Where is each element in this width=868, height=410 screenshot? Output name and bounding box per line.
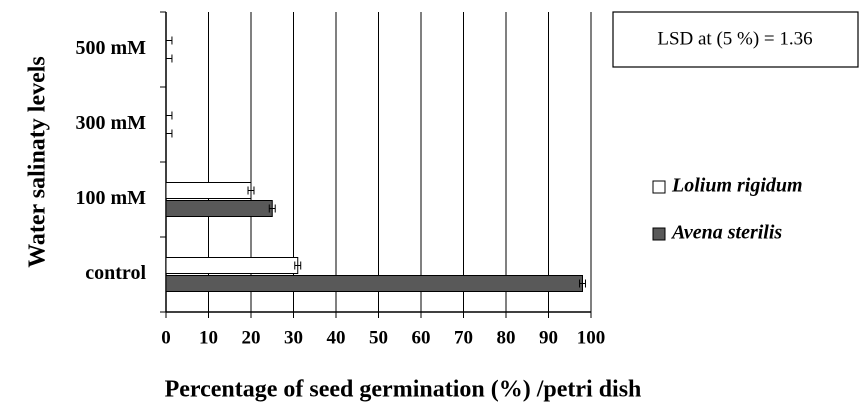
legend-swatch [652, 180, 666, 194]
error-bar [247, 186, 255, 195]
x-tick-label: 60 [412, 327, 431, 348]
bar [165, 200, 273, 217]
error-bar [165, 54, 173, 63]
x-tick-label: 70 [454, 327, 473, 348]
x-axis-label: Percentage of seed germination (%) /petr… [165, 377, 642, 403]
y-tick-label: 300 mM [75, 112, 146, 134]
x-tick-label: 0 [161, 327, 171, 348]
error-bar [579, 279, 586, 288]
y-tick-label: 500 mM [75, 37, 146, 59]
legend-label: Lolium rigidum [671, 175, 803, 197]
x-tick-label: 20 [242, 327, 261, 348]
annotation-box [612, 11, 859, 68]
x-tick-label: 80 [497, 327, 516, 348]
legend-swatch [652, 227, 666, 241]
error-bar [268, 204, 276, 213]
y-tick-label: control [85, 262, 146, 284]
error-bar [165, 111, 173, 120]
x-tick-label: 10 [199, 327, 218, 348]
x-tick-label: 50 [369, 327, 388, 348]
legend-label: Avena sterilis [670, 222, 782, 244]
error-bar [165, 36, 173, 45]
y-tick-label: 100 mM [75, 187, 146, 209]
x-tick-label: 40 [327, 327, 346, 348]
bar [165, 275, 583, 292]
x-tick-label: 30 [284, 327, 303, 348]
annotation: LSD at (5 %) = 1.36 [657, 28, 812, 49]
x-tick-label: 100 [577, 327, 606, 348]
bar [165, 257, 299, 274]
y-axis-label: Water salinaty levels [25, 56, 51, 268]
error-bar [165, 129, 173, 138]
bar [165, 182, 252, 199]
error-bar [294, 261, 302, 270]
x-tick-label: 90 [539, 327, 558, 348]
